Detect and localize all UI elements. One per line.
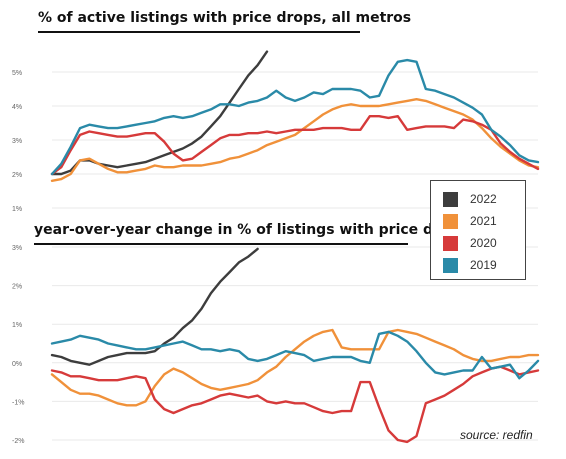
bottom-ytick-label: 1% xyxy=(12,322,22,329)
legend-swatch-2019 xyxy=(443,257,458,273)
top-chart-title-underline xyxy=(38,31,360,33)
bottom-ytick-label: 3% xyxy=(12,245,22,252)
bottom-series-2022-line xyxy=(50,247,259,366)
legend-item-2021: 2021 xyxy=(443,213,497,229)
top-series-2020-line xyxy=(50,115,540,176)
legend-swatch-2020 xyxy=(443,235,458,251)
legend-swatch-2022 xyxy=(443,191,458,207)
bottom-ytick-label: 2% xyxy=(12,284,22,291)
top-ytick-label: 3% xyxy=(12,138,22,145)
top-ytick-label: 2% xyxy=(12,172,22,179)
bottom-ytick-label: -2% xyxy=(12,438,24,445)
top-ytick-label: 1% xyxy=(12,206,22,213)
legend-item-2019: 2019 xyxy=(443,257,497,273)
top-series-2021-line xyxy=(50,98,540,182)
bottom-ytick-label: 0% xyxy=(12,361,22,368)
bottom-series-2019-line xyxy=(50,330,540,380)
legend-label-2019: 2019 xyxy=(470,258,497,272)
bottom-series-2020-line xyxy=(50,365,540,444)
top-series-2022-line xyxy=(50,50,269,176)
legend: 2022 2021 2020 2019 xyxy=(430,180,526,280)
legend-label-2021: 2021 xyxy=(470,214,497,228)
source-note: source: redfin xyxy=(460,428,533,442)
legend-item-2020: 2020 xyxy=(443,235,497,251)
bottom-chart-title: year-over-year change in % of listings w… xyxy=(34,222,468,238)
bottom-chart-title-underline xyxy=(34,243,408,245)
legend-label-2022: 2022 xyxy=(470,192,497,206)
bottom-ytick-label: -1% xyxy=(12,399,24,406)
bottom-series-2021-line xyxy=(50,328,540,407)
legend-swatch-2021 xyxy=(443,213,458,229)
top-ytick-label: 4% xyxy=(12,104,22,111)
top-chart-title: % of active listings with price drops, a… xyxy=(38,10,412,26)
legend-item-2022: 2022 xyxy=(443,191,497,207)
top-ytick-label: 5% xyxy=(12,70,22,77)
legend-label-2020: 2020 xyxy=(470,236,497,250)
top-series-2019-line xyxy=(50,58,540,176)
